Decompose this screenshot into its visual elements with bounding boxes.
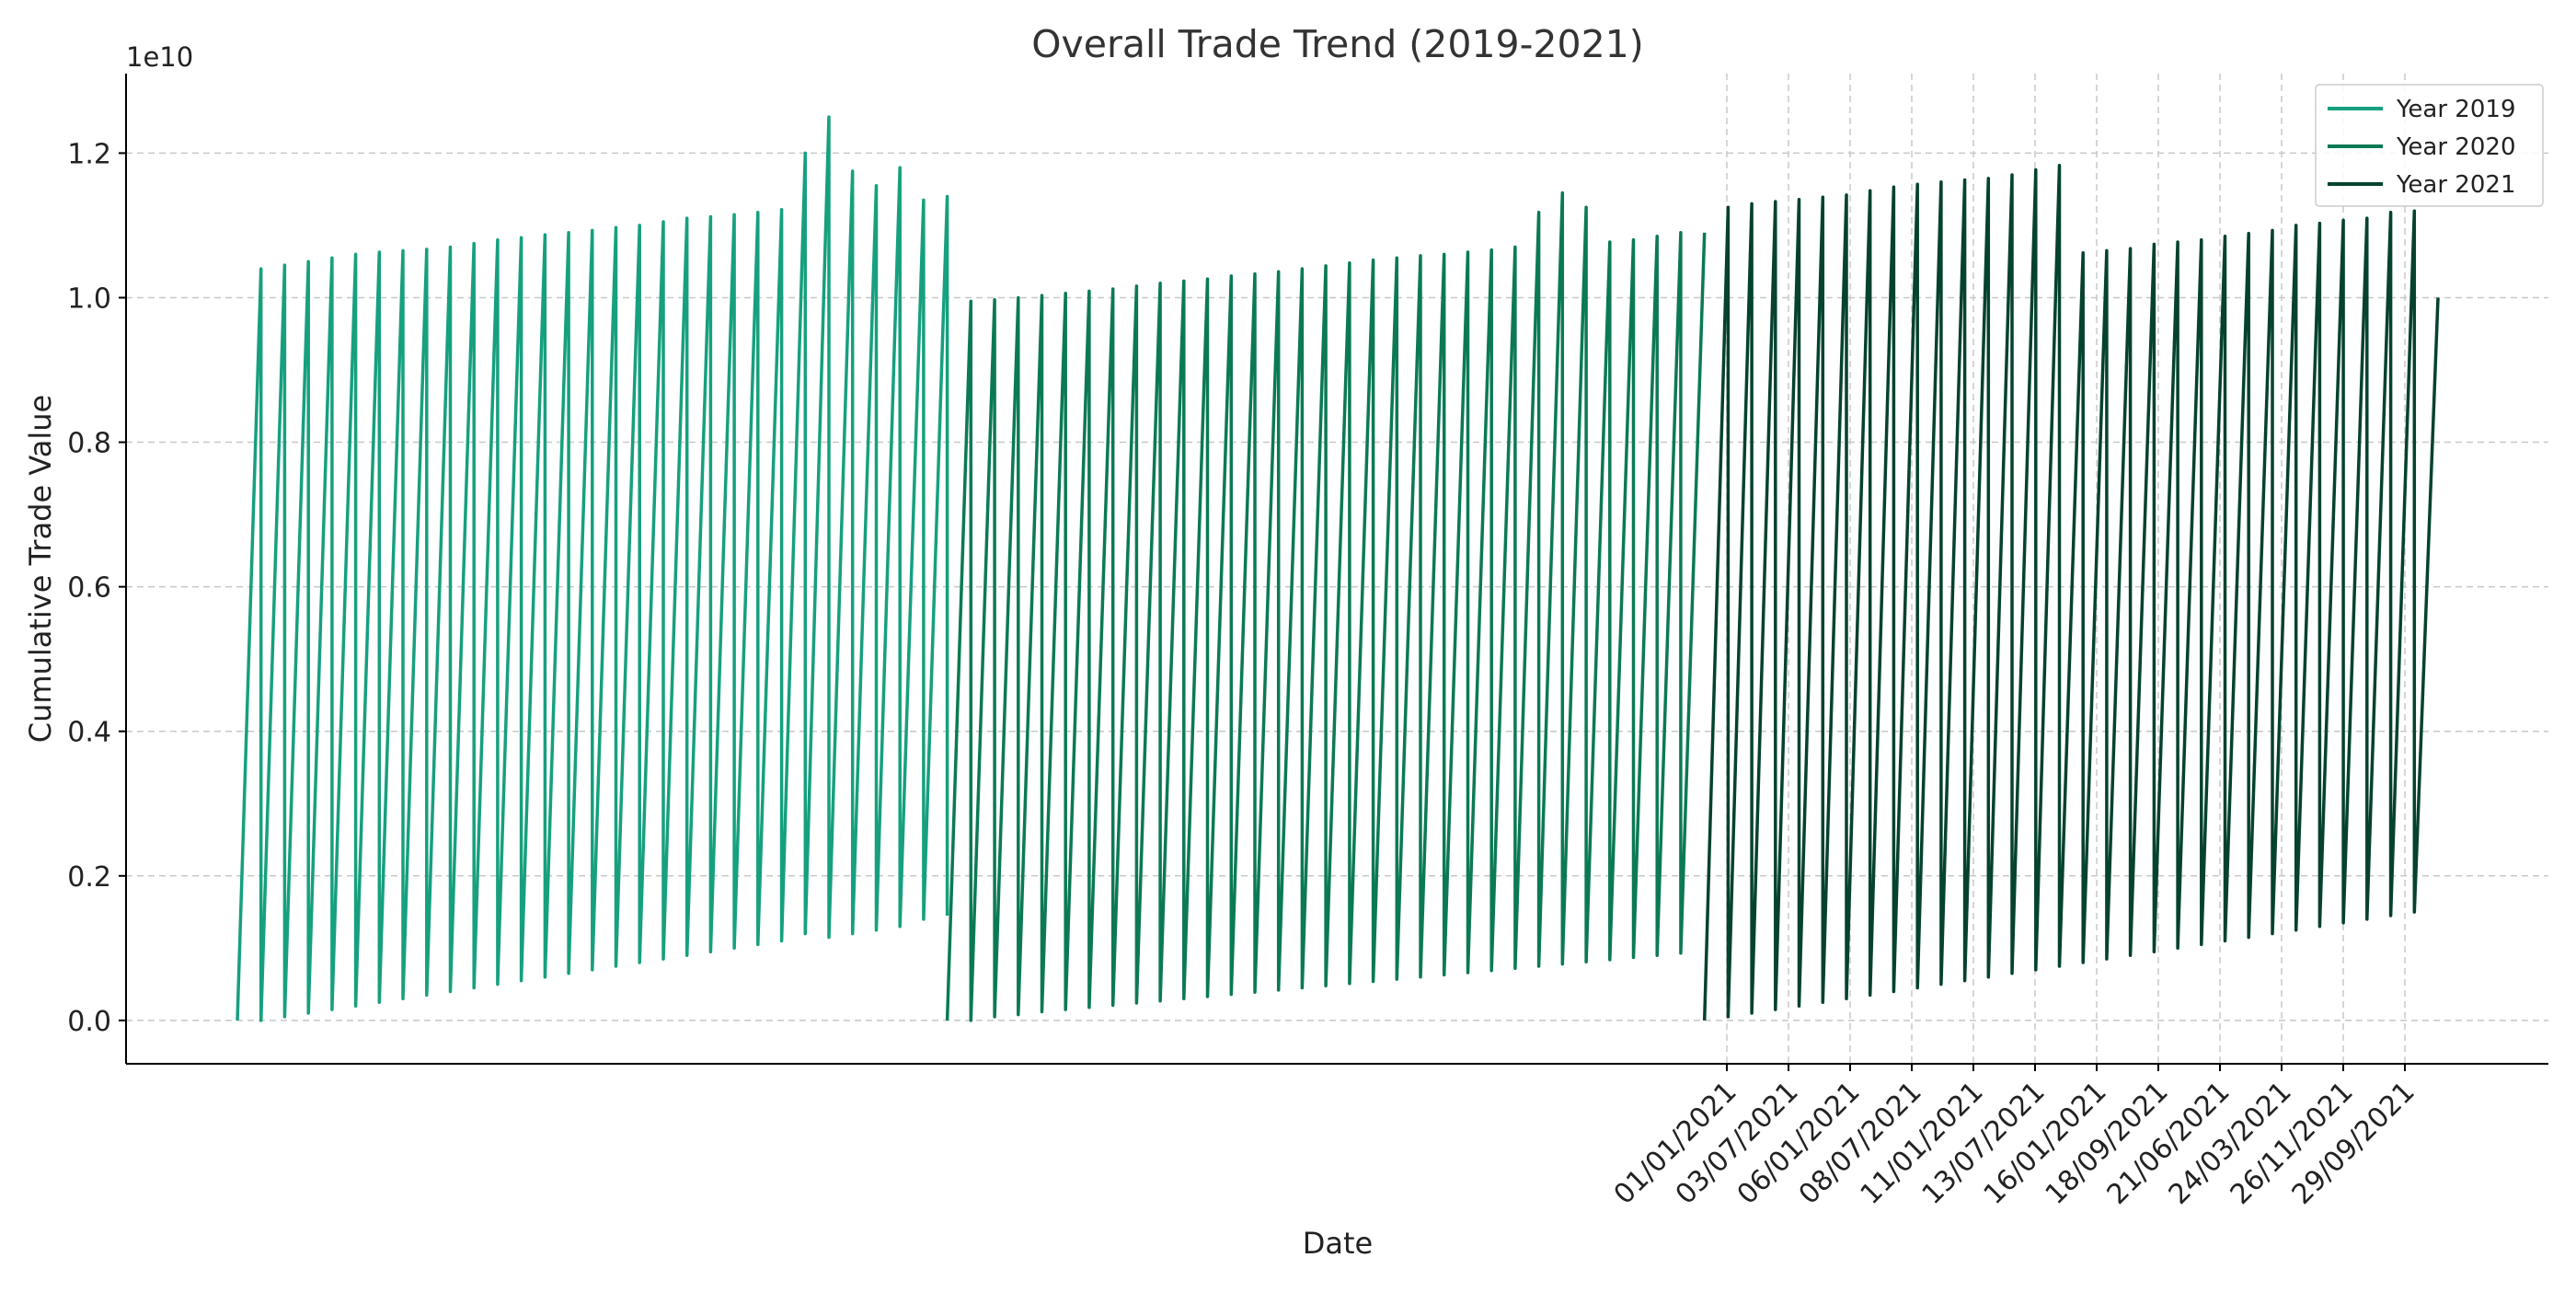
y-axis-label: Cumulative Trade Value [23, 395, 58, 743]
series-layer [236, 115, 2440, 1022]
y-tick-label: 0.0 [67, 1006, 111, 1038]
legend-label: Year 2019 [2396, 96, 2515, 123]
chart-title: Overall Trade Trend (2019-2021) [1031, 22, 1644, 66]
y-tick-label: 0.8 [67, 428, 111, 460]
x-ticks: 01/01/202103/07/202106/01/202108/07/2021… [1608, 1064, 2421, 1211]
series-line-2 [945, 190, 1707, 1022]
legend: Year 2019 Year 2020 Year 2021 [2315, 84, 2544, 207]
legend-box [2315, 84, 2544, 207]
y-tick-label: 1.0 [67, 283, 111, 315]
legend-label: Year 2020 [2396, 133, 2515, 161]
grid-layer [126, 74, 2548, 1064]
y-ticks: 0.0 0.2 0.4 0.6 0.8 1.0 1.2 [67, 138, 126, 1038]
series-line-1 [236, 115, 949, 1022]
y-multiplier-label: 1e10 [126, 41, 193, 73]
y-tick-label: 0.4 [67, 717, 111, 749]
x-axis-label: Date [1303, 1226, 1373, 1261]
series-line-3 [1702, 163, 2440, 1021]
y-tick-label: 1.2 [67, 138, 111, 170]
y-tick-label: 0.6 [67, 572, 111, 605]
axes-layer [125, 74, 2548, 1065]
y-tick-label: 0.2 [67, 861, 111, 894]
legend-label: Year 2021 [2396, 171, 2515, 199]
